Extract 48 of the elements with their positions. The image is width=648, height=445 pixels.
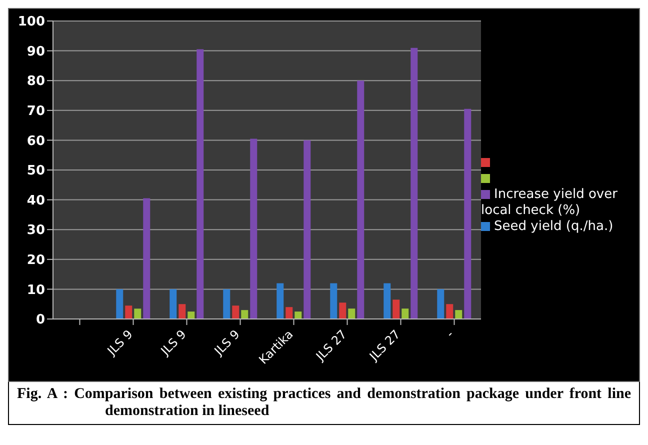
bar [348,308,356,319]
bar [294,312,302,319]
x-tick-label: JLS 9 [158,327,189,359]
y-tick-label: 90 [26,44,45,60]
bar [384,283,391,319]
y-tick-label: 50 [26,164,45,179]
bar [392,300,400,319]
legend-label: Increase yield over local check (%) [481,187,618,218]
y-tick-label: 80 [26,74,45,90]
bar [446,304,454,319]
bar [286,307,293,319]
y-tick-label: 30 [26,223,45,238]
bar [241,310,248,319]
y-tick-label: 0 [36,312,45,328]
y-tick-label: 100 [18,14,45,30]
bar [188,312,195,319]
bar [437,289,444,319]
bar [125,306,132,319]
bar [276,283,284,319]
x-tick-label: JLS 9 [104,327,136,359]
legend-label: Seed yield (q./ha.) [494,219,614,234]
x-tick-label: JLS 9 [211,327,242,359]
bar [134,308,142,319]
bar [330,283,338,319]
bar [304,140,311,319]
bar [196,49,204,319]
x-tick-label: - [443,327,456,340]
bar [402,308,409,319]
bar [339,302,346,319]
y-tick-label: 40 [26,193,45,208]
y-tick-label: 10 [26,282,45,298]
bar [170,289,177,319]
bar [455,310,462,319]
y-tick-label: 20 [26,253,45,268]
bar [232,306,240,319]
bar [250,138,258,319]
y-tick-label: 70 [26,104,45,120]
x-tick-label: JLS 27 [312,327,350,364]
bar [116,289,124,319]
y-tick-label: 60 [26,134,45,149]
x-tick-label: JLS 27 [366,327,403,364]
bar [178,304,186,319]
bar [357,80,364,319]
bar [143,198,150,319]
bar [410,48,418,319]
bar [464,108,472,319]
text: Fig. A : Comparison between existing practices and demonstration package under front line demonstration in lineseed [17,386,631,420]
bar [223,289,230,319]
